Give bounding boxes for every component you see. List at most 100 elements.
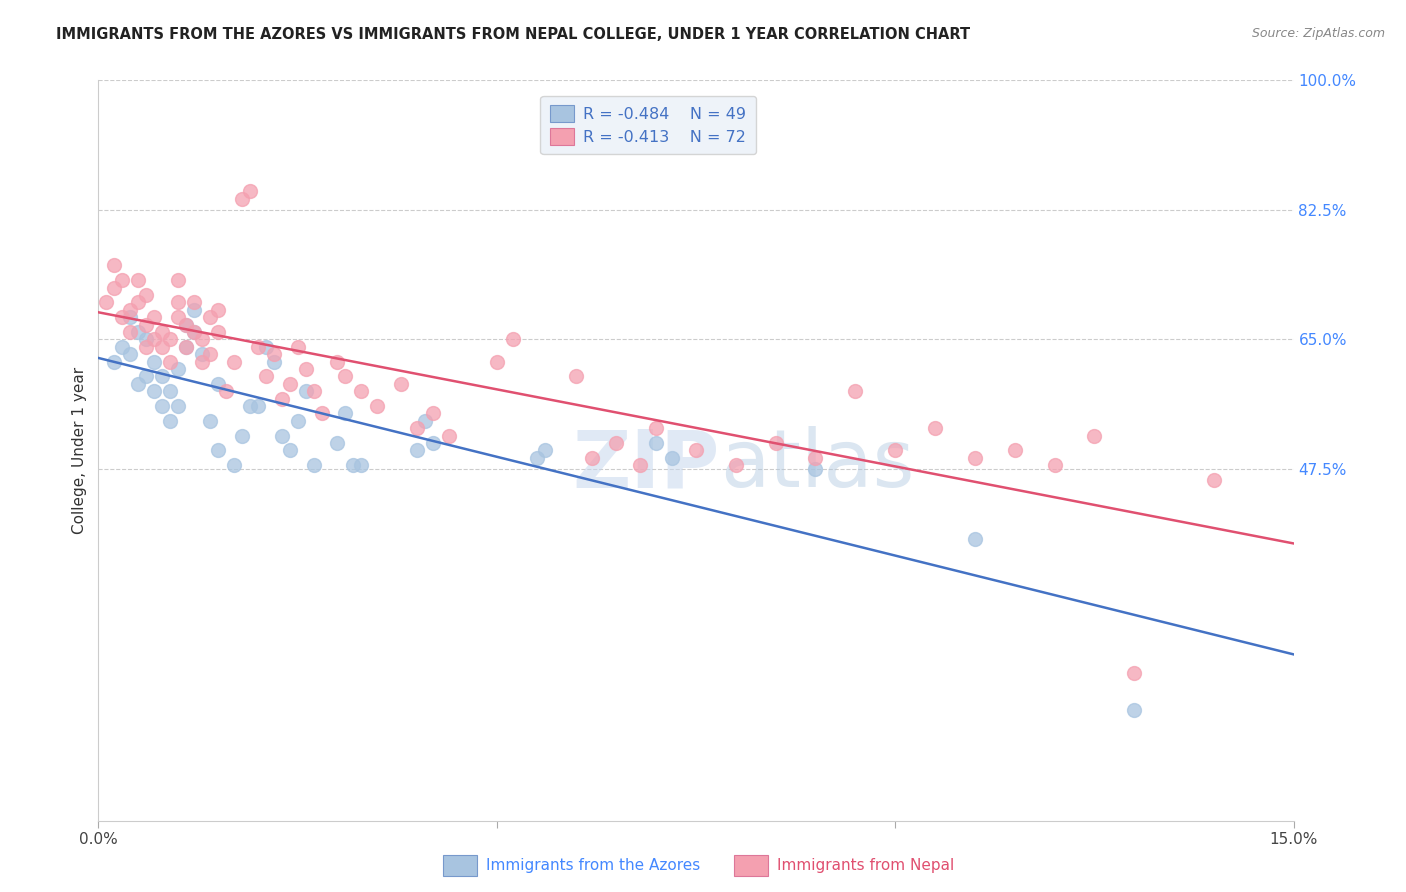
Point	[422, 436, 444, 450]
Point	[127, 376, 149, 391]
Point	[389, 376, 412, 391]
Point	[111, 310, 134, 325]
Point	[963, 450, 986, 465]
Text: IMMIGRANTS FROM THE AZORES VS IMMIGRANTS FROM NEPAL COLLEGE, UNDER 1 YEAR CORREL: IMMIGRANTS FROM THE AZORES VS IMMIGRANTS…	[56, 27, 970, 42]
Point	[143, 384, 166, 399]
Point	[263, 347, 285, 361]
Point	[111, 340, 134, 354]
Point	[804, 450, 827, 465]
Point	[167, 399, 190, 413]
Point	[167, 362, 190, 376]
Point	[183, 295, 205, 310]
Point	[135, 288, 157, 302]
Point	[207, 325, 229, 339]
Point	[287, 414, 309, 428]
Point	[1083, 428, 1105, 442]
Point	[159, 414, 181, 428]
Point	[174, 318, 197, 332]
Legend: R = -0.484    N = 49, R = -0.413    N = 72: R = -0.484 N = 49, R = -0.413 N = 72	[540, 95, 756, 154]
Point	[127, 295, 149, 310]
Point	[335, 407, 357, 421]
Point	[342, 458, 364, 473]
Point	[231, 192, 253, 206]
Point	[804, 462, 827, 476]
Point	[1004, 443, 1026, 458]
Point	[120, 310, 142, 325]
Point	[159, 384, 181, 399]
Point	[207, 376, 229, 391]
Point	[765, 436, 787, 450]
Point	[198, 310, 221, 325]
Point	[150, 369, 173, 384]
Point	[135, 369, 157, 384]
Point	[150, 340, 173, 354]
Point	[1202, 473, 1225, 487]
Point	[135, 340, 157, 354]
Point	[174, 340, 197, 354]
Point	[661, 450, 683, 465]
Point	[143, 332, 166, 346]
Point	[239, 399, 262, 413]
FancyBboxPatch shape	[734, 855, 768, 876]
Point	[207, 302, 229, 317]
Point	[294, 362, 316, 376]
Point	[167, 273, 190, 287]
Point	[167, 295, 190, 310]
Point	[605, 436, 627, 450]
Point	[159, 332, 181, 346]
Point	[222, 458, 245, 473]
Point	[724, 458, 747, 473]
Point	[103, 354, 125, 368]
Point	[422, 407, 444, 421]
Point	[120, 347, 142, 361]
Point	[198, 414, 221, 428]
Point	[198, 347, 221, 361]
Point	[645, 436, 668, 450]
Point	[884, 443, 907, 458]
Point	[96, 295, 118, 310]
Point	[183, 325, 205, 339]
Point	[1123, 703, 1146, 717]
Point	[254, 369, 277, 384]
Point	[120, 325, 142, 339]
Point	[135, 318, 157, 332]
Point	[191, 354, 214, 368]
Point	[287, 340, 309, 354]
Point	[191, 332, 214, 346]
Point	[183, 302, 205, 317]
Point	[350, 384, 373, 399]
Point	[685, 443, 707, 458]
Point	[326, 354, 349, 368]
Point	[103, 280, 125, 294]
Point	[533, 443, 555, 458]
Point	[311, 407, 333, 421]
Point	[406, 421, 429, 435]
Point	[150, 325, 173, 339]
Text: Immigrants from the Azores: Immigrants from the Azores	[486, 858, 700, 872]
Point	[246, 399, 269, 413]
Point	[963, 533, 986, 547]
Point	[335, 369, 357, 384]
Point	[150, 399, 173, 413]
Text: Immigrants from Nepal: Immigrants from Nepal	[778, 858, 955, 872]
Point	[103, 259, 125, 273]
Point	[254, 340, 277, 354]
Point	[502, 332, 524, 346]
Point	[406, 443, 429, 458]
Point	[645, 421, 668, 435]
Point	[120, 302, 142, 317]
Point	[302, 458, 325, 473]
Point	[127, 325, 149, 339]
Point	[437, 428, 460, 442]
Point	[302, 384, 325, 399]
Point	[263, 354, 285, 368]
Point	[111, 273, 134, 287]
Point	[278, 443, 301, 458]
Point	[413, 414, 436, 428]
Point	[1043, 458, 1066, 473]
Point	[270, 392, 292, 406]
Point	[278, 376, 301, 391]
Point	[143, 354, 166, 368]
Point	[159, 354, 181, 368]
Point	[246, 340, 269, 354]
